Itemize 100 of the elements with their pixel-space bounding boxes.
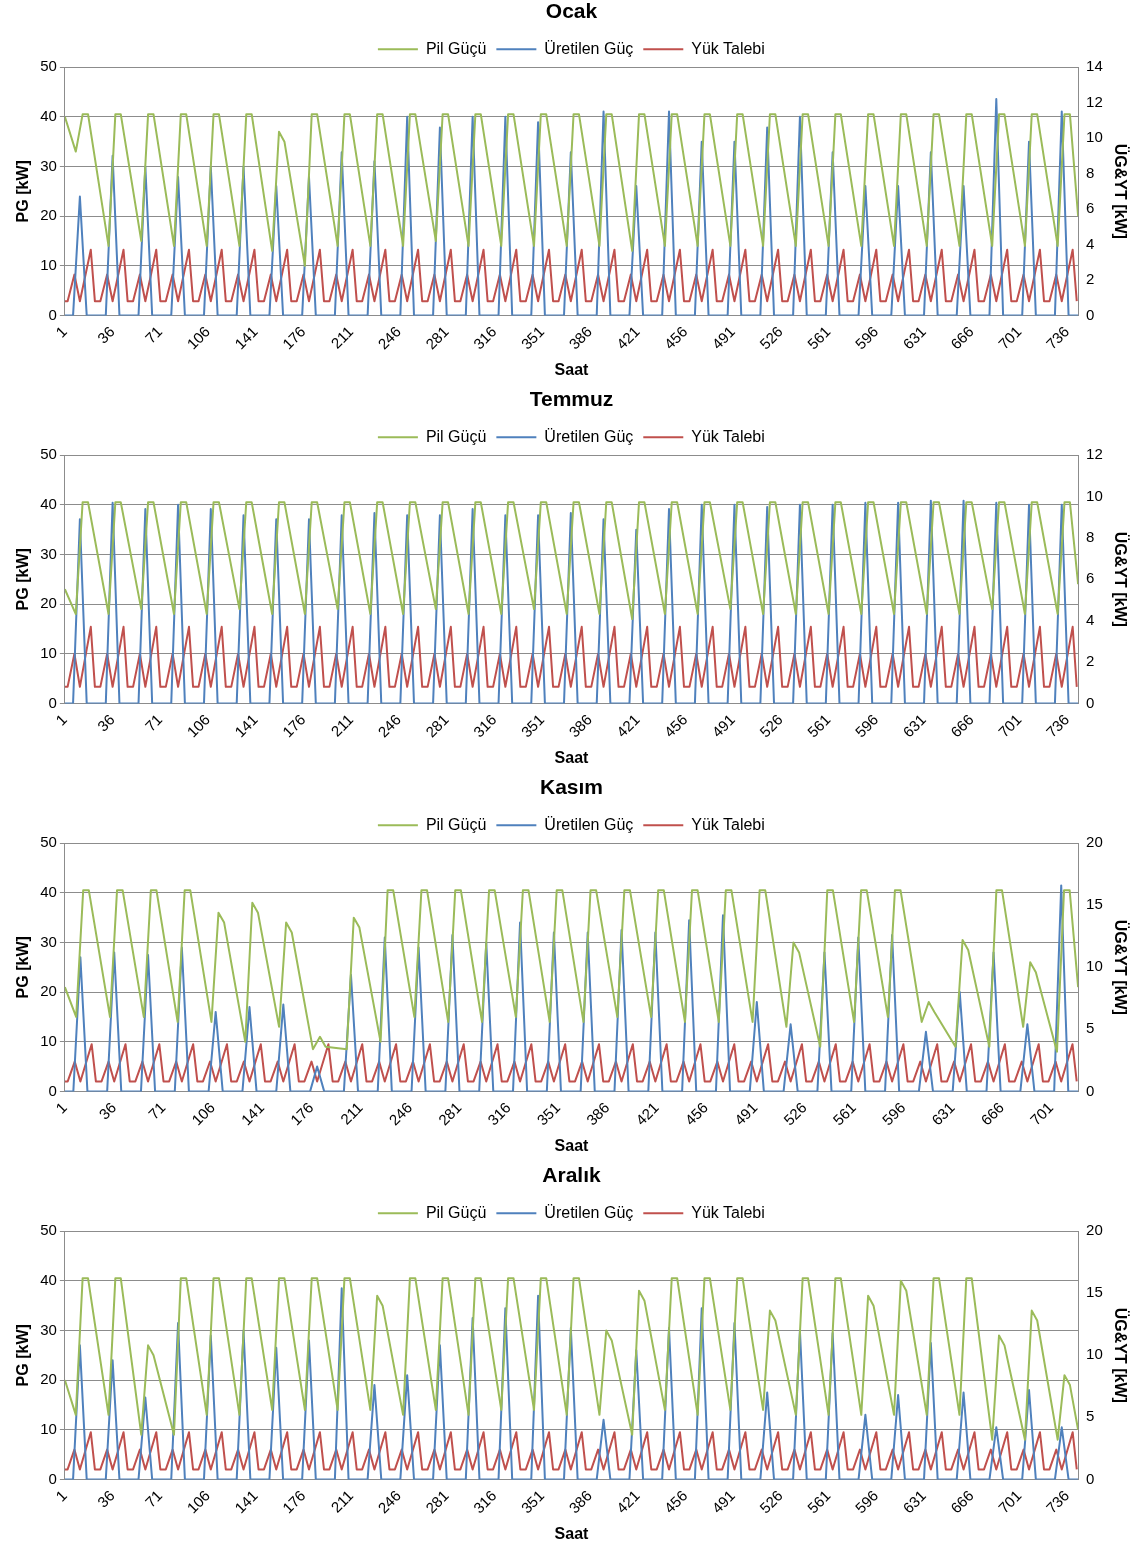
x-tick-label: 421	[612, 1486, 643, 1517]
y-tick-label: 20	[40, 594, 57, 612]
y-tick-label: 30	[40, 1320, 57, 1338]
x-tick-label: 351	[517, 710, 548, 741]
x-tick-label: 176	[286, 1098, 317, 1129]
x-tick-label: 281	[422, 710, 452, 741]
x-tick-label: 596	[851, 710, 882, 741]
x-tick-label: 736	[1042, 710, 1073, 741]
y2-tick-label: 0	[1086, 693, 1095, 711]
y2-tick-label: 8	[1086, 163, 1095, 181]
x-tick-label: 701	[994, 710, 1025, 741]
x-tick-label: 456	[660, 322, 691, 353]
x-axis-title: Saat	[554, 748, 590, 766]
y-tick-label: 20	[40, 206, 57, 224]
x-tick-label: 1	[52, 1098, 70, 1117]
y-tick-label: 0	[48, 1081, 57, 1099]
legend-label: Üretilen Güç	[544, 815, 634, 833]
x-tick-label: 316	[469, 710, 500, 741]
y-tick-label: 50	[40, 445, 57, 463]
y-axis-title: PG [kW]	[14, 936, 32, 999]
x-axis-title: Saat	[554, 1524, 590, 1542]
x-tick-label: 176	[278, 322, 309, 353]
x-tick-label: 316	[469, 1486, 500, 1517]
y-tick-label: 50	[40, 57, 57, 75]
x-tick-label: 106	[183, 322, 214, 353]
y2-tick-label: 5	[1086, 1407, 1095, 1425]
y2-tick-label: 0	[1086, 1081, 1095, 1099]
x-tick-label: 281	[422, 1486, 452, 1517]
y-tick-label: 0	[48, 693, 57, 711]
y2-tick-label: 20	[1086, 833, 1103, 851]
y2-tick-label: 0	[1086, 305, 1095, 323]
x-tick-label: 631	[899, 322, 930, 353]
x-tick-label: 631	[899, 710, 930, 741]
x-tick-label: 386	[565, 1486, 595, 1517]
x-tick-label: 666	[947, 1486, 977, 1517]
x-tick-label: 386	[565, 710, 595, 741]
legend-label: Yük Talebi	[691, 39, 765, 57]
y-tick-label: 30	[40, 932, 57, 950]
y-tick-label: 30	[40, 544, 57, 562]
y2-tick-label: 14	[1086, 57, 1103, 75]
x-tick-label: 71	[141, 322, 166, 347]
y2-tick-label: 15	[1086, 895, 1103, 913]
y2-axis-title: ÜG&YT [kW]	[1111, 531, 1130, 627]
legend-label: Yük Talebi	[691, 427, 765, 445]
y2-tick-label: 15	[1086, 1283, 1103, 1301]
x-tick-label: 631	[928, 1098, 958, 1129]
x-tick-label: 141	[237, 1098, 268, 1129]
x-tick-label: 281	[434, 1098, 465, 1129]
y2-tick-label: 8	[1086, 528, 1095, 546]
x-tick-label: 456	[681, 1098, 712, 1129]
y-tick-label: 40	[40, 1270, 57, 1288]
y-tick-label: 0	[48, 1469, 57, 1487]
x-tick-label: 526	[780, 1098, 810, 1129]
x-tick-label: 316	[469, 322, 500, 353]
x-tick-label: 246	[374, 710, 405, 741]
x-tick-label: 106	[183, 1486, 214, 1517]
x-tick-label: 421	[632, 1098, 662, 1129]
legend-label: Pil Güçü	[425, 39, 487, 57]
y-tick-label: 0	[48, 305, 57, 323]
x-tick-label: 666	[977, 1098, 1008, 1129]
x-tick-label: 246	[374, 1486, 405, 1517]
y2-tick-label: 0	[1086, 1469, 1095, 1487]
x-tick-label: 351	[533, 1098, 564, 1129]
x-tick-label: 141	[231, 710, 261, 741]
x-tick-label: 456	[660, 1486, 691, 1517]
x-tick-label: 456	[660, 710, 691, 741]
x-tick-label: 1	[52, 1486, 70, 1505]
legend-label: Üretilen Güç	[544, 1203, 634, 1221]
legend-label: Yük Talebi	[691, 815, 765, 833]
x-tick-label: 36	[93, 710, 118, 735]
x-tick-label: 211	[327, 322, 357, 352]
x-tick-label: 701	[1026, 1098, 1057, 1129]
y-tick-label: 10	[40, 1031, 57, 1049]
x-tick-label: 71	[144, 1098, 169, 1123]
y2-tick-label: 10	[1086, 128, 1103, 146]
x-tick-label: 596	[878, 1098, 909, 1129]
x-tick-label: 106	[188, 1098, 218, 1129]
y-tick-label: 10	[40, 255, 57, 273]
x-tick-label: 36	[95, 1098, 120, 1123]
x-tick-label: 141	[231, 322, 261, 353]
x-tick-label: 666	[947, 322, 977, 353]
x-axis-title: Saat	[554, 1136, 590, 1154]
x-tick-label: 491	[730, 1098, 761, 1129]
x-tick-label: 561	[803, 710, 834, 741]
chart-title: Kasım	[539, 775, 604, 799]
chart-title: Temmuz	[529, 387, 614, 411]
y2-tick-label: 6	[1086, 569, 1095, 587]
y2-tick-label: 6	[1086, 199, 1095, 217]
x-tick-label: 631	[899, 1486, 930, 1517]
x-tick-label: 491	[708, 710, 739, 741]
y-tick-label: 10	[40, 1419, 57, 1437]
y2-tick-label: 12	[1086, 92, 1103, 110]
x-tick-label: 701	[994, 1486, 1025, 1517]
y2-axis-title: ÜG&YT [kW]	[1111, 1307, 1130, 1403]
y2-axis-title: ÜG&YT [kW]	[1111, 919, 1130, 1015]
y2-tick-label: 12	[1086, 445, 1103, 463]
chart-title: Aralık	[542, 1163, 601, 1187]
x-tick-label: 596	[851, 322, 882, 353]
x-tick-label: 211	[327, 710, 357, 740]
x-tick-label: 211	[336, 1098, 366, 1128]
